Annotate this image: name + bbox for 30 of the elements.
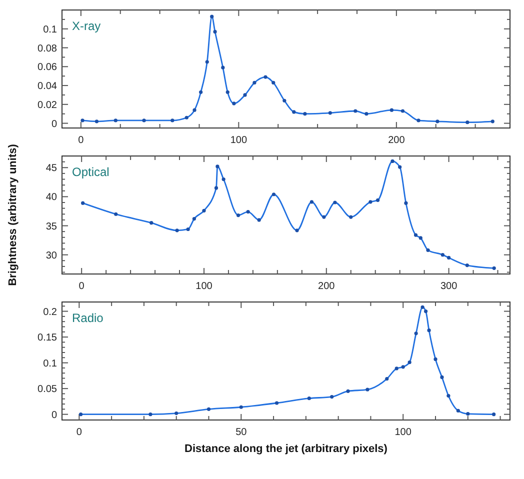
y-tick-label: 0 bbox=[51, 410, 58, 421]
annotation: Radio bbox=[72, 311, 104, 325]
x-tick-label: 0 bbox=[78, 281, 85, 292]
x-tick-label: 100 bbox=[394, 427, 412, 438]
x-tick-label: 0 bbox=[76, 427, 82, 438]
x-tick-label: 0 bbox=[78, 135, 84, 146]
y-tick-label: 0.02 bbox=[38, 100, 58, 111]
x-tick-label: 300 bbox=[440, 281, 458, 292]
x-tick-label: 100 bbox=[196, 281, 213, 292]
annotation: Optical bbox=[72, 165, 110, 179]
y-tick-label: 0.05 bbox=[38, 384, 58, 396]
y-tick-label: 0.15 bbox=[38, 332, 58, 344]
y-tick-label: 0.08 bbox=[38, 43, 58, 54]
y-tick-label: 45 bbox=[46, 163, 58, 174]
x-tick-label: 50 bbox=[236, 427, 248, 438]
annotation: X-ray bbox=[72, 19, 101, 33]
x-tick-label: 100 bbox=[230, 135, 248, 146]
y-tick-label: 0.1 bbox=[43, 24, 58, 36]
y-tick-label: 0.2 bbox=[43, 306, 58, 318]
x-axis-title: Distance along the jet (arbitrary pixels) bbox=[184, 443, 388, 455]
y-axis-title: Brightness (arbitrary units) bbox=[7, 144, 19, 286]
y-tick-label: 40 bbox=[46, 192, 58, 204]
x-tick-label: 200 bbox=[318, 281, 336, 292]
y-tick-label: 0 bbox=[51, 118, 58, 130]
y-tick-label: 0.04 bbox=[38, 81, 58, 92]
y-tick-label: 30 bbox=[46, 250, 58, 262]
y-tick-label: 0.06 bbox=[38, 62, 58, 74]
y-tick-label: 35 bbox=[46, 221, 58, 232]
y-tick-label: 0.1 bbox=[43, 358, 58, 370]
x-tick-label: 200 bbox=[388, 135, 406, 146]
